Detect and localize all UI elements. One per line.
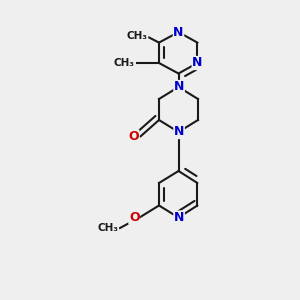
Text: N: N (174, 211, 184, 224)
Text: N: N (173, 26, 184, 39)
Text: O: O (129, 211, 140, 224)
Text: CH₃: CH₃ (114, 58, 135, 68)
Text: N: N (174, 125, 184, 139)
Text: CH₃: CH₃ (98, 223, 118, 233)
Text: N: N (174, 80, 184, 94)
Text: N: N (192, 56, 203, 70)
Text: O: O (128, 130, 139, 143)
Text: CH₃: CH₃ (127, 31, 148, 41)
